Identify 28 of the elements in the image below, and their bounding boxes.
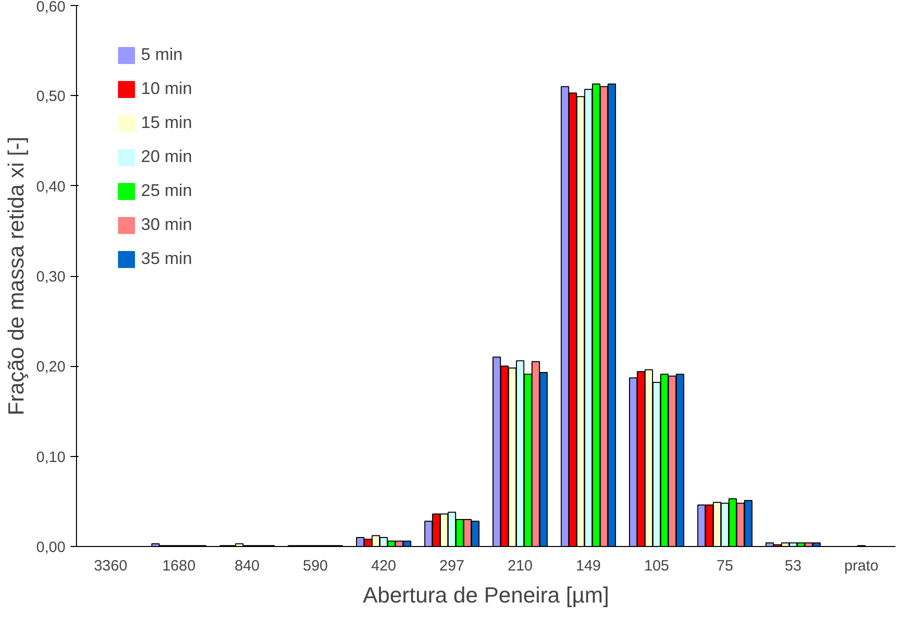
legend-label: 35 min: [141, 249, 192, 269]
x-tick-label: 590: [302, 558, 328, 574]
legend-label: 25 min: [141, 181, 192, 201]
x-tick-label: 149: [576, 558, 601, 574]
y-tick-label: 0,20: [36, 358, 66, 376]
x-tick-label: 53: [784, 558, 802, 574]
x-tick-label: 297: [439, 558, 464, 574]
x-tick-label: 3360: [94, 558, 128, 574]
y-tick-label: 0,50: [36, 88, 66, 106]
legend-label: 15 min: [141, 113, 192, 133]
y-axis-title: Fração de massa retida xi [-]: [3, 136, 28, 416]
legend-label: 20 min: [141, 147, 192, 167]
x-axis-title: Abertura de Peneira [µm]: [362, 582, 610, 608]
y-tick-label: 0,60: [36, 0, 66, 16]
x-tick-label: 75: [716, 558, 734, 574]
legend-label: 5 min: [141, 45, 183, 65]
x-tick-label: prato: [844, 558, 878, 574]
y-tick-label: 0,30: [36, 268, 66, 286]
y-tick-label: 0,00: [36, 539, 66, 556]
x-tick-label: 840: [234, 558, 260, 574]
x-tick-label: 1680: [162, 558, 196, 574]
y-tick-label: 0,40: [36, 178, 66, 196]
legend-label: 10 min: [141, 79, 192, 99]
x-tick-label: 420: [371, 558, 396, 574]
x-tick-label: 210: [508, 558, 533, 574]
x-tick-label: 105: [644, 558, 670, 574]
legend-label: 30 min: [141, 215, 192, 235]
y-tick-label: 0,10: [36, 448, 66, 466]
